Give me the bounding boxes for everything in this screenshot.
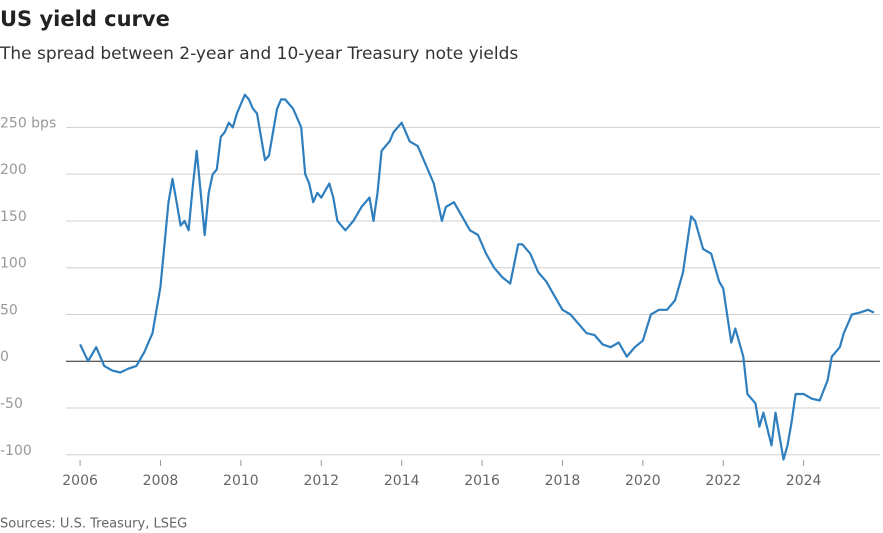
y-tick-label: 50 bbox=[0, 302, 18, 318]
y-tick-label: 0 bbox=[0, 349, 9, 365]
series-line bbox=[79, 93, 875, 461]
x-tick-label: 2018 bbox=[545, 473, 581, 489]
x-tick-label: 2020 bbox=[625, 473, 661, 489]
x-tick-label: 2024 bbox=[786, 473, 822, 489]
x-tick-label: 2006 bbox=[62, 473, 98, 489]
x-tick-label: 2016 bbox=[464, 473, 500, 489]
y-tick-label: 100 bbox=[0, 256, 27, 272]
y-tick-label: 250 bps bbox=[0, 115, 56, 131]
source-note: Sources: U.S. Treasury, LSEG bbox=[0, 517, 187, 532]
x-tick-label: 2012 bbox=[303, 473, 339, 489]
y-tick-label: -50 bbox=[0, 396, 23, 412]
x-tick-label: 2008 bbox=[143, 473, 179, 489]
x-tick-label: 2010 bbox=[223, 473, 259, 489]
y-tick-label: -100 bbox=[0, 443, 32, 459]
chart-subtitle: The spread between 2-year and 10-year Tr… bbox=[0, 44, 518, 64]
y-tick-label: 200 bbox=[0, 162, 27, 178]
x-tick-label: 2022 bbox=[705, 473, 741, 489]
chart-title: US yield curve bbox=[0, 7, 170, 31]
y-tick-label: 150 bbox=[0, 209, 27, 225]
x-tick-label: 2014 bbox=[384, 473, 420, 489]
